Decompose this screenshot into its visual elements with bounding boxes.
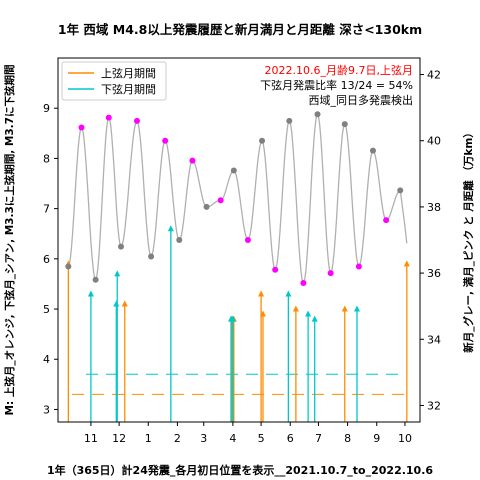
legend: 上弦月期間 下弦月期間	[61, 61, 167, 101]
annotation-ratio: 下弦月発震比率 13/24 = 54%	[260, 78, 413, 92]
x-tick-label: 12	[112, 432, 126, 445]
y-left-tick-label: 8	[43, 152, 50, 165]
quake-last-quarter-marker	[311, 315, 318, 322]
new-moon-point	[286, 117, 293, 124]
plot-frame	[57, 57, 421, 423]
new-moon-point	[117, 243, 124, 250]
full-moon-point	[133, 117, 140, 124]
y-right-tick-label: 36	[427, 267, 441, 280]
quake-last-quarter-marker	[87, 290, 94, 297]
full-moon-point	[300, 280, 307, 287]
x-tick-label: 5	[258, 432, 265, 445]
x-axis-label: 1年（365日）計24発震_各月初日位置を表示__2021.10.7_to_20…	[47, 463, 433, 477]
y-left-tick-label: 4	[43, 353, 50, 366]
quake-last-quarter-marker	[167, 225, 174, 232]
new-moon-point	[369, 147, 376, 154]
x-tick-label: 1	[145, 432, 152, 445]
full-moon-point	[105, 114, 112, 121]
y-right-tick-label: 32	[427, 399, 441, 412]
full-moon-point	[355, 263, 362, 270]
x-tick-label: 7	[315, 432, 322, 445]
y-right-tick-label: 40	[427, 135, 441, 148]
legend-label-first-quarter: 上弦月期間	[101, 66, 156, 80]
quake-last-quarter-marker	[114, 270, 121, 277]
x-tick-label: 8	[344, 432, 351, 445]
y-right-tick-label: 38	[427, 201, 441, 214]
new-moon-point	[341, 121, 348, 128]
full-moon-point	[78, 124, 85, 131]
y-left-tick-label: 5	[43, 303, 50, 316]
y-right-tick-label: 34	[427, 333, 441, 346]
quake-last-quarter-marker	[285, 290, 292, 297]
plot-area	[65, 111, 410, 422]
full-moon-point	[383, 217, 390, 224]
quake-last-quarter-marker	[354, 305, 361, 312]
y-left-tick-label: 9	[43, 102, 50, 115]
x-tick-label: 11	[84, 432, 98, 445]
full-moon-point	[272, 266, 279, 273]
quake-first-quarter-marker	[259, 310, 266, 317]
new-moon-point	[176, 237, 183, 243]
full-moon-point	[189, 157, 196, 164]
quake-first-quarter-marker	[292, 305, 299, 312]
quake-first-quarter-marker	[121, 300, 128, 307]
x-tick-label: 9	[373, 432, 380, 445]
new-moon-point	[65, 263, 72, 270]
new-moon-point	[148, 253, 155, 260]
annotation-note: 西域_同日多発震検出	[309, 93, 414, 107]
new-moon-point	[92, 276, 99, 283]
new-moon-point	[203, 203, 210, 210]
y-left-tick-label: 6	[43, 253, 50, 266]
chart-title: 1年 西域 M4.8以上発震履歴と新月満月と月距離 深さ<130km	[58, 22, 422, 37]
x-tick-label: 3	[200, 432, 207, 445]
y-right-tick-label: 42	[427, 69, 441, 82]
quake-last-quarter-marker	[229, 315, 236, 322]
quake-last-quarter-marker	[305, 310, 312, 317]
new-moon-point	[314, 111, 321, 118]
y-left-tick-label: 7	[43, 203, 50, 216]
new-moon-point	[230, 167, 237, 174]
quake-first-quarter-marker	[258, 290, 265, 297]
full-moon-point	[217, 197, 224, 204]
full-moon-point	[244, 237, 251, 243]
new-moon-point	[259, 137, 266, 144]
full-moon-point	[162, 137, 169, 144]
x-tick-label: 6	[287, 432, 294, 445]
quake-first-quarter-marker	[341, 305, 348, 312]
y-axis-label-right: 新月_グレー, 満月_ピンク と 月距離 （万km）	[462, 127, 475, 353]
x-tick-label: 10	[398, 432, 412, 445]
y-axis-label-left: M: 上弦月_オレンジ, 下弦月_シアン, M3.3に上弦期間, M3.7に下弦…	[3, 65, 16, 416]
x-tick-label: 2	[174, 432, 181, 445]
annotations: 2022.10.6_月齢9.7日,上弦月 下弦月発震比率 13/24 = 54%…	[260, 63, 413, 107]
quake-first-quarter-marker	[403, 260, 410, 267]
legend-box	[61, 61, 167, 101]
new-moon-point	[397, 187, 404, 194]
full-moon-point	[327, 270, 334, 277]
legend-label-last-quarter: 下弦月期間	[101, 82, 156, 96]
x-tick-label: 4	[229, 432, 236, 445]
y-left-tick-label: 3	[43, 403, 50, 416]
annotation-date: 2022.10.6_月齢9.7日,上弦月	[265, 63, 413, 77]
